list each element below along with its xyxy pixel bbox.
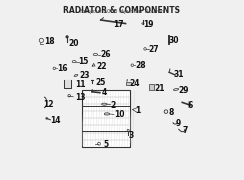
Text: 13: 13 <box>75 93 86 102</box>
Text: 28: 28 <box>135 61 146 70</box>
Text: 31: 31 <box>173 69 184 78</box>
Text: 19: 19 <box>143 20 154 29</box>
Ellipse shape <box>74 74 78 76</box>
Text: 29: 29 <box>179 86 189 94</box>
Text: 21: 21 <box>154 84 164 93</box>
Text: 25: 25 <box>95 78 106 87</box>
Text: 15: 15 <box>79 57 89 66</box>
Text: 10: 10 <box>114 110 124 119</box>
Text: 3: 3 <box>128 131 133 140</box>
Ellipse shape <box>102 103 107 105</box>
Text: 14: 14 <box>50 116 61 125</box>
Ellipse shape <box>104 113 110 115</box>
Bar <box>82 90 130 147</box>
Polygon shape <box>64 80 71 88</box>
Text: 1: 1 <box>135 106 141 115</box>
Text: 27: 27 <box>149 45 159 54</box>
Text: 8: 8 <box>168 108 173 117</box>
Text: 7: 7 <box>182 126 188 135</box>
Circle shape <box>66 36 68 38</box>
Bar <box>126 82 131 85</box>
Text: 6: 6 <box>188 101 193 110</box>
Text: RADIATOR & COMPONENTS: RADIATOR & COMPONENTS <box>63 6 181 15</box>
Bar <box>150 84 154 90</box>
Text: 11: 11 <box>75 80 86 89</box>
Text: 17: 17 <box>113 20 124 29</box>
Text: 23: 23 <box>80 71 90 80</box>
Ellipse shape <box>173 89 179 91</box>
Text: 2: 2 <box>111 101 116 110</box>
Text: 24: 24 <box>129 79 140 88</box>
Text: 20: 20 <box>68 39 79 48</box>
Text: 12: 12 <box>43 100 54 109</box>
Text: 18: 18 <box>44 37 55 46</box>
Text: 16: 16 <box>57 64 68 73</box>
Text: 30: 30 <box>168 36 179 45</box>
Text: 4: 4 <box>102 88 107 97</box>
Text: 26: 26 <box>101 50 111 59</box>
Text: for your 2008 Hyundai Tiburon: for your 2008 Hyundai Tiburon <box>80 9 164 14</box>
Text: 5: 5 <box>103 140 109 148</box>
Text: 22: 22 <box>96 62 107 71</box>
Text: 9: 9 <box>175 119 180 128</box>
